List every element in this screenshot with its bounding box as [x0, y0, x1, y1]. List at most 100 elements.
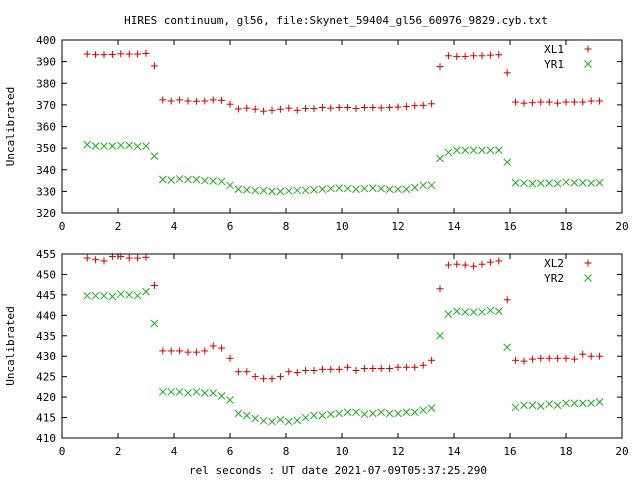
data-point — [260, 375, 268, 383]
data-point — [512, 356, 520, 364]
legend-marker — [584, 274, 592, 282]
data-point — [133, 142, 142, 151]
data-point — [217, 392, 226, 400]
data-point — [377, 104, 385, 112]
data-point — [226, 396, 234, 404]
data-point — [159, 347, 167, 355]
data-point — [200, 389, 209, 397]
data-point — [428, 356, 436, 364]
data-point — [293, 106, 301, 114]
data-point — [578, 399, 587, 408]
data-point — [318, 365, 326, 373]
data-point — [562, 399, 570, 408]
data-point — [587, 352, 595, 360]
y-tick-label: 320 — [36, 207, 56, 220]
data-point — [327, 104, 335, 112]
x-tick-label: 8 — [283, 445, 290, 458]
y-tick-label: 340 — [36, 164, 56, 177]
data-point — [385, 185, 394, 194]
top-panel: 0 2 4 6 8 10 12 14 16 18 20 320 330 340 350 360 370 380 39… — [4, 34, 629, 233]
x-tick-label: 4 — [171, 445, 178, 458]
data-point — [369, 103, 377, 111]
y-tick-label: 380 — [36, 77, 56, 90]
data-point — [259, 416, 268, 425]
data-point — [260, 107, 268, 115]
data-point — [293, 369, 301, 377]
data-point — [201, 347, 209, 355]
data-point — [554, 99, 562, 107]
y-tick-label: 360 — [36, 121, 56, 134]
data-point — [587, 179, 596, 188]
data-point — [268, 106, 276, 114]
x-tick-label: 4 — [171, 220, 178, 233]
data-point — [251, 414, 260, 423]
data-point — [554, 354, 562, 362]
legend-label: XL2 — [544, 257, 564, 270]
x-tick-label: 16 — [503, 220, 516, 233]
data-point — [226, 354, 234, 362]
data-point — [108, 292, 117, 301]
data-point — [452, 146, 461, 155]
data-point — [461, 52, 469, 60]
data-point — [520, 401, 528, 410]
data-point — [512, 98, 520, 106]
data-point — [344, 103, 352, 111]
data-point — [478, 146, 486, 155]
data-point — [545, 98, 553, 106]
data-point — [595, 178, 604, 187]
data-point — [394, 185, 402, 194]
data-point — [108, 142, 117, 150]
data-point — [125, 50, 133, 58]
data-point — [596, 97, 604, 105]
data-point — [167, 176, 176, 184]
data-point — [478, 52, 486, 60]
data-point — [217, 177, 226, 186]
data-point — [553, 401, 562, 410]
x-axis-label: rel seconds : UT date 2021-07-09T05:37:2… — [189, 464, 487, 477]
y-tick-label: 350 — [36, 142, 56, 155]
y-tick-label: 440 — [36, 309, 56, 322]
y-tick-label: 430 — [36, 350, 56, 363]
data-point — [495, 51, 503, 59]
data-point — [595, 398, 604, 406]
data-point — [453, 260, 461, 268]
y-tick-label: 370 — [36, 99, 56, 112]
data-point — [444, 310, 453, 318]
data-point — [276, 373, 284, 381]
data-point — [360, 364, 368, 372]
data-point — [335, 184, 344, 192]
data-point — [478, 260, 486, 268]
data-point — [318, 411, 327, 420]
data-point — [596, 352, 604, 360]
data-point — [100, 142, 108, 150]
data-point — [537, 98, 545, 106]
data-point — [494, 146, 503, 155]
data-point — [503, 343, 512, 352]
data-point — [243, 368, 251, 376]
data-point — [158, 387, 167, 396]
data-point — [352, 105, 360, 113]
data-point — [587, 97, 595, 105]
data-point — [192, 97, 200, 105]
series-XL1 — [83, 49, 604, 115]
data-point — [184, 175, 192, 184]
data-point — [528, 99, 536, 107]
data-point — [100, 257, 108, 265]
data-point — [461, 308, 470, 316]
data-point — [150, 152, 159, 160]
data-point — [209, 177, 218, 185]
data-point — [411, 102, 419, 110]
data-point — [562, 178, 570, 186]
figure-title: HIRES continuum, gl56, file:Skynet_59404… — [124, 14, 548, 27]
data-point — [461, 146, 470, 155]
legend-label: YR1 — [544, 58, 564, 71]
data-point — [436, 285, 444, 293]
y-tick-label: 420 — [36, 391, 56, 404]
data-point — [394, 409, 402, 418]
data-point — [343, 408, 352, 417]
data-point — [234, 105, 242, 113]
data-point — [570, 355, 578, 363]
data-point — [452, 307, 461, 316]
data-point — [302, 105, 310, 113]
data-point — [570, 178, 579, 187]
